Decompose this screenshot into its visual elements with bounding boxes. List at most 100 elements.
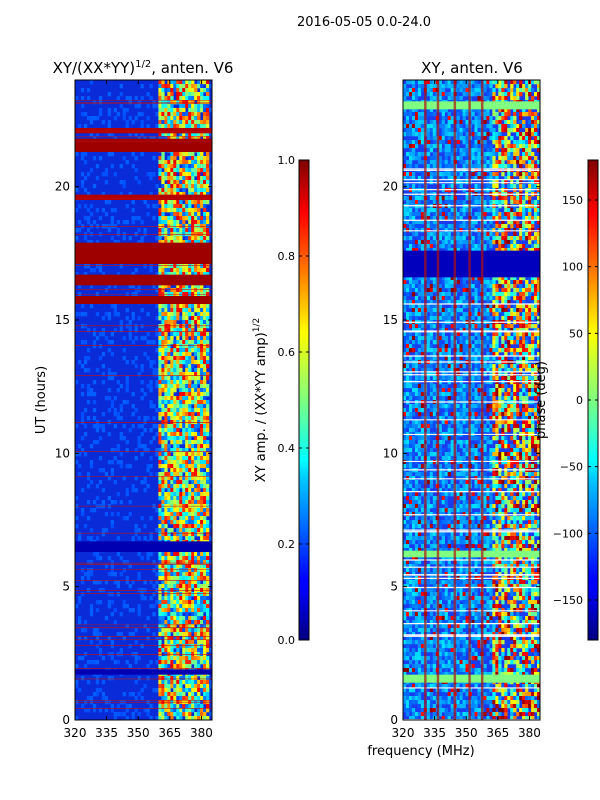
heatmap-cell xyxy=(414,232,419,237)
heatmap-cell xyxy=(206,664,210,669)
heatmap-cell xyxy=(188,684,192,689)
heatmap-cell xyxy=(504,156,508,161)
heatmap-cell xyxy=(492,232,496,237)
heatmap-cell xyxy=(203,388,207,393)
heatmap-cell xyxy=(206,612,210,617)
heatmap-cell xyxy=(161,88,165,93)
heatmap-cell xyxy=(492,184,496,189)
heatmap-cell xyxy=(107,476,112,481)
heatmap-cell xyxy=(161,372,165,377)
heatmap-cell xyxy=(200,632,204,637)
heatmap-cell xyxy=(498,136,502,141)
heatmap-cell xyxy=(164,268,168,273)
heatmap-cell xyxy=(188,192,192,197)
heatmap-cell xyxy=(197,284,201,289)
heatmap-cell xyxy=(176,312,180,317)
heatmap-cell xyxy=(158,688,162,693)
heatmap-cell xyxy=(197,568,201,573)
heatmap-cell xyxy=(420,208,425,213)
heatmap-cell xyxy=(200,600,204,605)
heatmap-cell xyxy=(203,124,207,129)
heatmap-cell xyxy=(206,496,210,501)
heatmap-cell xyxy=(173,80,177,85)
heatmap-cell xyxy=(182,460,186,465)
heatmap-cell xyxy=(495,84,499,89)
heatmap-cell xyxy=(450,212,454,217)
heatmap-cell xyxy=(185,164,189,169)
heatmap-cell xyxy=(98,216,103,221)
heatmap-cell xyxy=(209,164,213,169)
heatmap-cell xyxy=(191,104,195,109)
heatmap-cell xyxy=(188,452,192,457)
heatmap-cell xyxy=(429,172,434,177)
heatmap-cell xyxy=(492,128,496,133)
heatmap-cell xyxy=(173,228,177,233)
heatmap-cell xyxy=(137,228,141,233)
heatmap-cell xyxy=(429,196,434,201)
heatmap-cell xyxy=(537,184,541,189)
heatmap-cell xyxy=(179,104,183,109)
heatmap-cell xyxy=(83,272,88,277)
heatmap-cell xyxy=(182,624,186,629)
heatmap-cell xyxy=(444,172,448,177)
heatmap-cell xyxy=(152,104,156,109)
heatmap-cell xyxy=(489,80,493,85)
heatmap-cell xyxy=(83,124,88,129)
heatmap-cell xyxy=(498,164,502,169)
heatmap-cell xyxy=(197,600,201,605)
heatmap-cell xyxy=(116,312,120,317)
heatmap-cell xyxy=(203,116,207,121)
heatmap-cell xyxy=(137,112,141,117)
heatmap-cell xyxy=(122,436,126,441)
heatmap-cell xyxy=(116,112,120,117)
heatmap-cell xyxy=(408,132,413,137)
heatmap-cell xyxy=(86,400,91,405)
heatmap-cell xyxy=(456,184,460,189)
heatmap-cell xyxy=(197,180,201,185)
heatmap-cell xyxy=(203,316,207,321)
heatmap-cell xyxy=(417,220,422,225)
heatmap-cell xyxy=(203,412,207,417)
heatmap-cell xyxy=(438,172,443,177)
heatmap-cell xyxy=(194,556,198,561)
heatmap-cell xyxy=(158,388,162,393)
heatmap-cell xyxy=(498,132,502,137)
heatmap-cell xyxy=(191,156,195,161)
heatmap-cell xyxy=(519,184,523,189)
heatmap-cell xyxy=(194,348,198,353)
heatmap-cell xyxy=(179,440,183,445)
heatmap-cell xyxy=(152,560,156,565)
heatmap-cell xyxy=(185,624,189,629)
heatmap-cell xyxy=(495,224,499,229)
heatmap-cell xyxy=(492,152,496,157)
heatmap-cell xyxy=(420,220,425,225)
heatmap-cell xyxy=(176,180,180,185)
heatmap-cell xyxy=(188,416,192,421)
heatmap-cell xyxy=(176,628,180,633)
heatmap-cell xyxy=(179,284,183,289)
heatmap-cell xyxy=(83,524,88,529)
heatmap-cell xyxy=(206,432,210,437)
heatmap-cell xyxy=(164,412,168,417)
heatmap-cell xyxy=(161,500,165,505)
heatmap-cell xyxy=(104,212,109,217)
heatmap-cell xyxy=(504,164,508,169)
heatmap-cell xyxy=(185,396,189,401)
heatmap-cell xyxy=(206,312,210,317)
heatmap-cell xyxy=(525,132,529,137)
heatmap-cell xyxy=(161,484,165,489)
heatmap-cell xyxy=(182,420,186,425)
heatmap-cell xyxy=(197,628,201,633)
heatmap-cell xyxy=(185,332,189,337)
heatmap-cell xyxy=(131,216,135,221)
heatmap-cell xyxy=(465,164,469,169)
heatmap-cell xyxy=(176,692,180,697)
heatmap-cell xyxy=(173,520,177,525)
heatmap-cell xyxy=(170,664,174,669)
heatmap-cell xyxy=(164,188,168,193)
heatmap-cell xyxy=(140,588,144,593)
heatmap-cell xyxy=(185,436,189,441)
heatmap-cell xyxy=(441,160,445,165)
heatmap-cell xyxy=(92,552,97,557)
heatmap-cell xyxy=(98,268,103,273)
